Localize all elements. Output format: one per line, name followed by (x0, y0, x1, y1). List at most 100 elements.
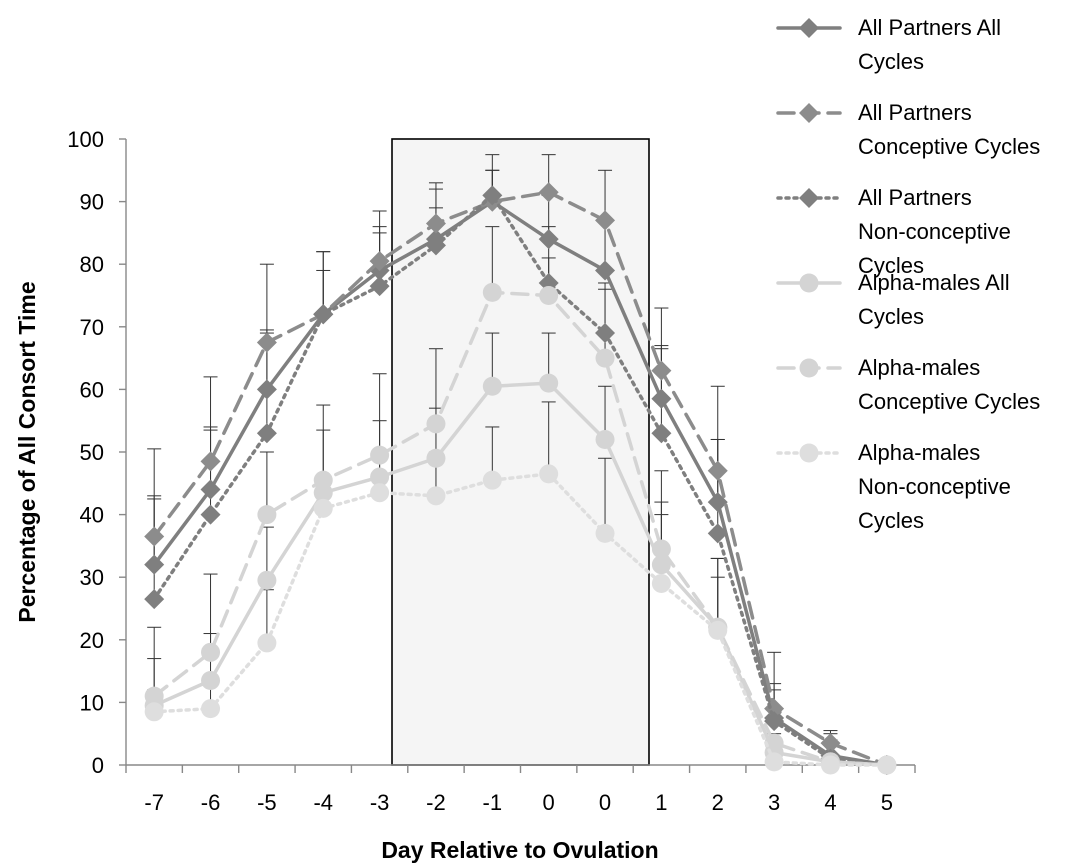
data-point (144, 686, 164, 706)
data-point (708, 620, 728, 640)
data-point (144, 554, 165, 575)
legend-item-1: All Partners All Cycles (776, 15, 1001, 74)
data-point (200, 479, 221, 500)
data-point (482, 376, 502, 396)
data-point (595, 523, 615, 543)
y-tick-label: 90 (80, 190, 104, 215)
data-point (764, 733, 784, 753)
data-point (482, 185, 503, 206)
data-point (651, 360, 672, 381)
data-point (370, 445, 390, 465)
legend-label: Alpha-males All (858, 270, 1010, 295)
data-point (200, 451, 221, 472)
series-line (152, 381, 889, 767)
series-line (152, 193, 889, 767)
data-point (538, 182, 559, 203)
series-line (152, 199, 889, 767)
axes: 0 10 20 30 40 50 60 70 80 90 100 -7 -6 -5 -4 -3 -2 -1 0 0 1 2… (67, 127, 916, 815)
data-point (651, 555, 671, 575)
data-point (595, 348, 615, 368)
data-point (595, 210, 616, 231)
data-point (201, 642, 221, 662)
data-point (764, 711, 785, 732)
data-point (257, 505, 277, 525)
data-point (369, 276, 390, 297)
legend-label: Cycles (858, 304, 924, 329)
x-tick-label: -5 (257, 790, 277, 815)
legend-label: All Partners (858, 185, 972, 210)
series-line (152, 290, 889, 767)
x-tick-label: -1 (483, 790, 503, 815)
data-point (426, 448, 446, 468)
x-tick-label: -4 (313, 790, 333, 815)
x-tick-label: -7 (144, 790, 164, 815)
data-point (482, 470, 502, 490)
x-tick-label: 2 (712, 790, 724, 815)
data-point (425, 213, 446, 234)
data-point (313, 470, 333, 490)
data-point (538, 229, 559, 250)
data-point (707, 460, 728, 481)
data-point (820, 733, 841, 754)
data-point (820, 755, 840, 775)
series-5 (144, 282, 897, 775)
series-line (152, 190, 889, 767)
data-point (201, 670, 221, 690)
data-point (651, 539, 671, 559)
legend-label: Conceptive Cycles (858, 389, 1040, 414)
legend-label: Non-conceptive (858, 474, 1011, 499)
data-point (144, 702, 164, 722)
x-tick-label: 1 (655, 790, 667, 815)
y-tick-label: 70 (80, 315, 104, 340)
y-axis-title: Percentage of All Consort Time (14, 281, 40, 622)
y-tick-label: 60 (80, 377, 104, 402)
legend-item-3: All Partners Non-conceptive Cycles (776, 185, 1011, 278)
legend-label: All Partners (858, 100, 972, 125)
y-tick-label: 10 (80, 690, 104, 715)
data-point (257, 570, 277, 590)
series-line (152, 472, 889, 767)
legend-label: Alpha-males (858, 355, 980, 380)
data-point (144, 526, 165, 547)
legend-label: Cycles (858, 508, 924, 533)
y-tick-label: 40 (80, 503, 104, 528)
legend-swatch-marker (799, 18, 819, 38)
data-point (256, 332, 277, 353)
data-point (313, 304, 334, 325)
series-6 (144, 464, 897, 775)
legend-swatch-marker (799, 358, 819, 378)
data-point (257, 633, 277, 653)
legend-label: Non-conceptive (858, 219, 1011, 244)
legend-item-5: Alpha-males Conceptive Cycles (776, 355, 1040, 414)
data-point (539, 373, 559, 393)
legend-swatch-marker (799, 273, 819, 293)
data-point (370, 483, 390, 503)
legend-swatch-marker (799, 443, 819, 463)
legend-label: Alpha-males (858, 440, 980, 465)
data-point (482, 282, 502, 302)
y-tick-label: 0 (92, 753, 104, 778)
legend-label: All Partners All (858, 15, 1001, 40)
legend-swatch-marker (799, 188, 819, 208)
x-tick-label: -3 (370, 790, 390, 815)
data-point (426, 486, 446, 506)
data-point (370, 467, 390, 487)
data-point (595, 429, 615, 449)
data-point (201, 699, 221, 719)
y-tick-label: 80 (80, 252, 104, 277)
data-point (595, 260, 616, 281)
legend-label: Cycles (858, 253, 924, 278)
data-point (539, 286, 559, 305)
data-point (651, 573, 671, 593)
data-point (651, 388, 672, 409)
data-point (651, 423, 672, 444)
legend-item-6: Alpha-males Non-conceptive Cycles (776, 440, 1011, 533)
data-point (877, 755, 897, 775)
data-point (539, 464, 559, 484)
data-point (425, 235, 446, 256)
y-tick-label: 50 (80, 440, 104, 465)
legend-label: Conceptive Cycles (858, 134, 1040, 159)
data-point (595, 323, 616, 344)
data-point (369, 251, 390, 272)
